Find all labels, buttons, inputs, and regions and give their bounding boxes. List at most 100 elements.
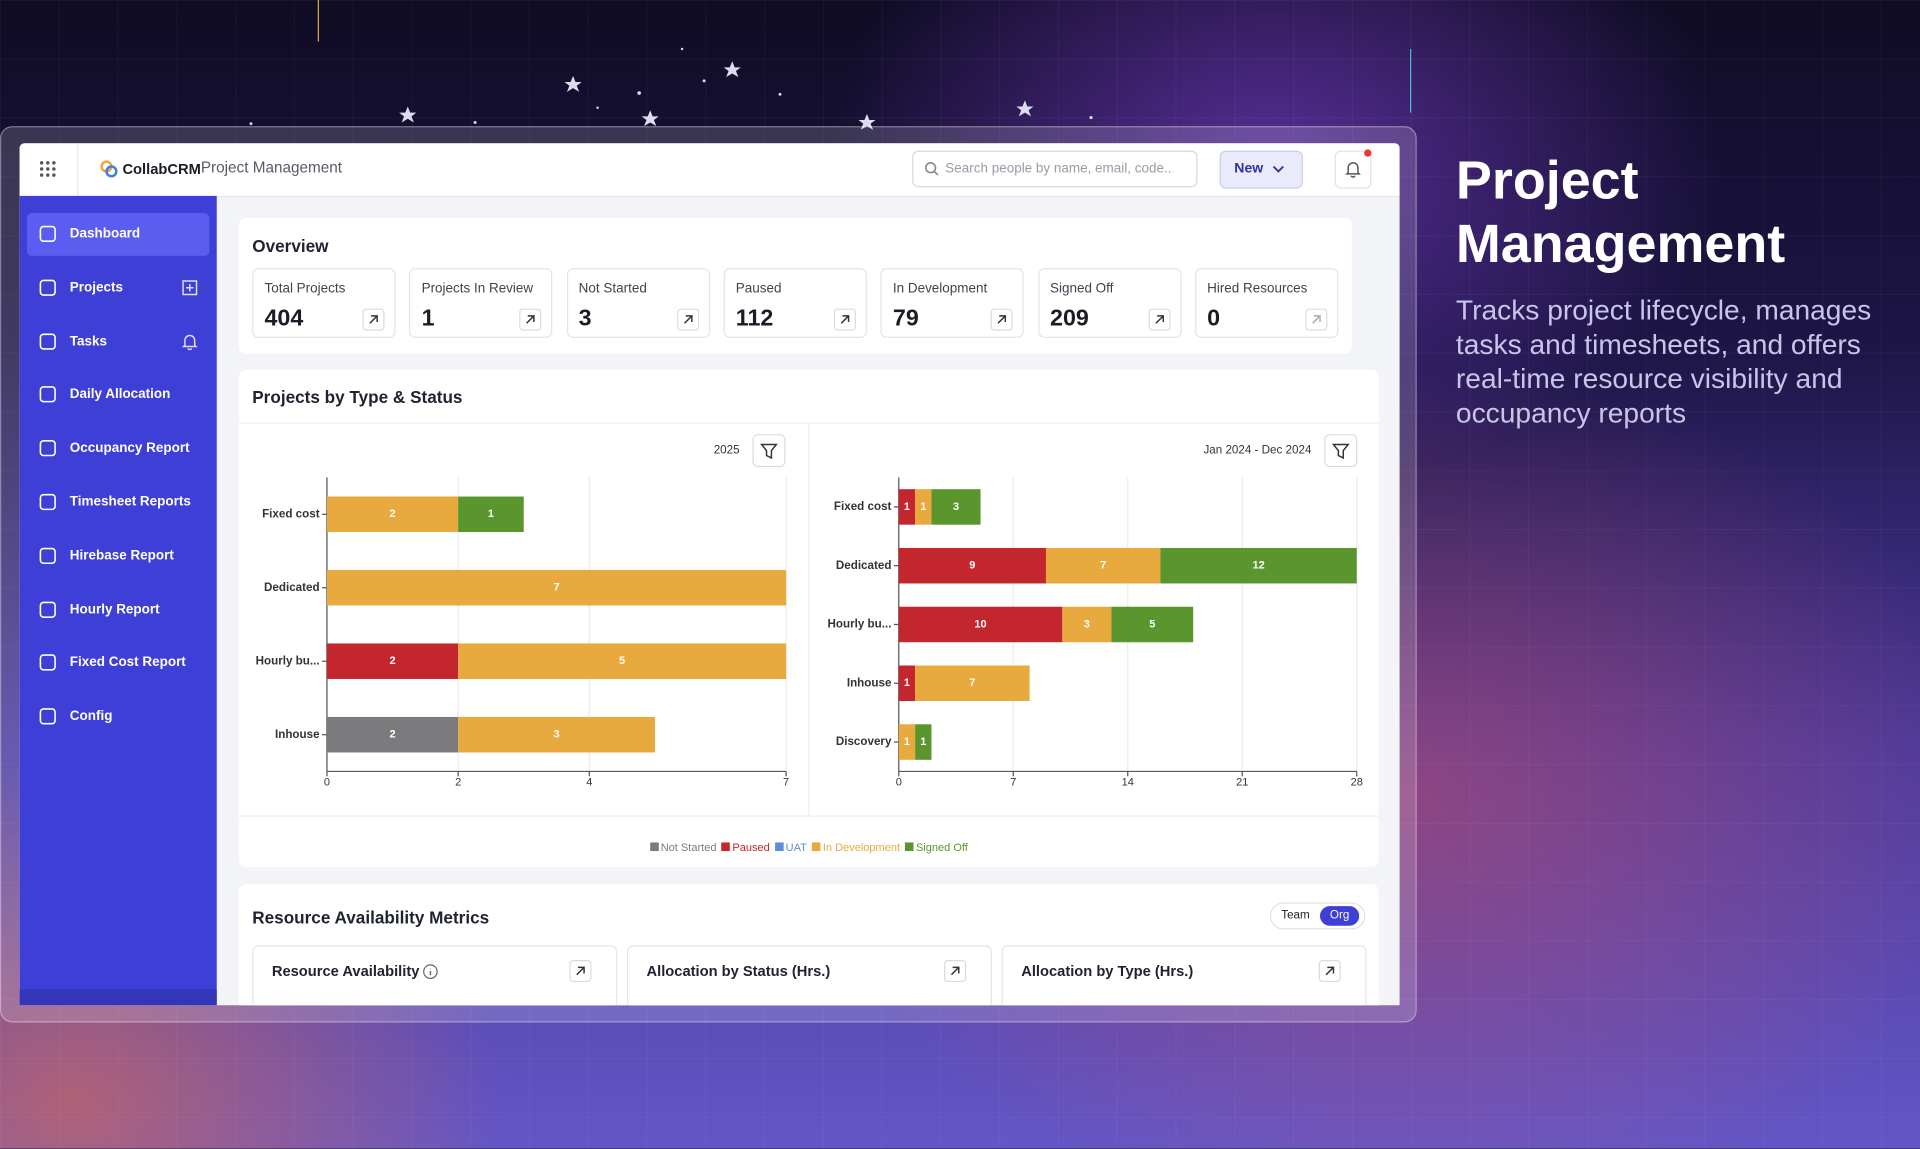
data-label: 3 <box>953 501 959 513</box>
bar-segment <box>1160 547 1357 584</box>
divider <box>238 422 1379 424</box>
arrow-icon <box>1325 966 1335 976</box>
nav-label: Timesheet Reports <box>69 494 191 510</box>
arrow-icon <box>840 315 850 324</box>
nav-item[interactable]: Occupancy Report <box>27 428 209 471</box>
nav-item[interactable]: Timesheet Reports <box>27 481 209 524</box>
nav-label: Projects <box>69 280 123 295</box>
kpi-label: In Development <box>892 281 988 297</box>
arrow <box>526 315 535 324</box>
new-button[interactable]: New <box>1219 150 1303 189</box>
y-tick-label: Fixed cost <box>262 507 320 520</box>
nav-item[interactable]: Tasks <box>27 320 209 363</box>
data-label: 1 <box>904 736 910 748</box>
open-button[interactable] <box>833 308 856 331</box>
notifications[interactable] <box>1334 149 1372 189</box>
arrow-icon <box>369 315 378 324</box>
data-label: 7 <box>1100 560 1106 572</box>
arrow-icon <box>950 966 960 976</box>
search-box[interactable]: Search people by name, email, code.. <box>912 150 1198 188</box>
bar-segment <box>1045 547 1161 584</box>
nav-item[interactable]: Daily Allocation <box>27 374 209 417</box>
arrow <box>1311 315 1321 324</box>
x-tick-label: 0 <box>324 776 330 788</box>
resource-card: Resource Availability Metrics Team Org Re… <box>238 884 1379 1006</box>
legend-item[interactable]: Not Started <box>649 841 716 853</box>
arrow <box>576 966 585 976</box>
nav-item[interactable]: Hirebase Report <box>27 535 209 578</box>
open-button[interactable] <box>362 308 385 331</box>
y-tick-label: Discovery <box>836 735 892 748</box>
bell-icon <box>1345 162 1361 178</box>
data-label: 2 <box>389 508 395 520</box>
legend-swatch <box>649 842 659 852</box>
kpi-value: 1 <box>421 306 435 332</box>
chevron <box>1272 165 1284 173</box>
nav-item[interactable]: Projects <box>27 267 209 310</box>
nav-item[interactable]: Dashboard <box>26 213 210 256</box>
x-tick-label: 0 <box>896 776 902 788</box>
bell-icon[interactable] <box>181 333 198 350</box>
icon-shape <box>181 334 198 350</box>
open-button[interactable] <box>990 308 1013 331</box>
data-label: 1 <box>904 501 910 513</box>
arrow-icon <box>683 315 693 324</box>
kpi-value: 112 <box>735 306 774 332</box>
bar-segment <box>458 496 524 533</box>
x-tick-label: 7 <box>1010 776 1016 788</box>
open-button[interactable] <box>1305 308 1328 331</box>
kpi-label: Projects In Review <box>421 281 534 297</box>
open-button[interactable] <box>1147 308 1170 331</box>
button-frame <box>1324 434 1358 468</box>
kpi-card: Not Started 3 <box>566 268 710 338</box>
toggle-option[interactable]: Org <box>1320 906 1360 926</box>
nav-icon <box>39 708 56 725</box>
legend-item[interactable]: In Development <box>811 841 900 853</box>
nav-item[interactable]: Config <box>27 696 209 739</box>
icon-shape <box>39 440 56 457</box>
legend-item[interactable]: Paused <box>721 840 770 853</box>
legend-item[interactable]: UAT <box>774 840 807 853</box>
toggle-option[interactable]: Team <box>1281 908 1310 923</box>
x-tick-label: 14 <box>1122 776 1134 788</box>
y-tick-label: Inhouse <box>275 728 320 741</box>
kpi-label: Signed Off <box>1050 281 1114 297</box>
bar-segment <box>915 489 932 525</box>
arrow-icon <box>576 966 585 976</box>
legend-label: Paused <box>732 840 770 853</box>
bar-segment <box>898 489 916 525</box>
open-button[interactable] <box>1318 960 1341 983</box>
filter-button[interactable] <box>752 434 786 468</box>
nav-label: Tasks <box>69 333 107 349</box>
icon-shape <box>423 964 438 979</box>
legend-label: UAT <box>785 840 807 853</box>
open-button[interactable] <box>519 308 542 331</box>
bar-segment <box>326 643 459 679</box>
projects-card: Projects by Type & Status Not Started Pau… <box>238 369 1379 867</box>
add-icon[interactable] <box>181 279 198 296</box>
open-button[interactable] <box>944 960 967 983</box>
kpi-card: In Development 79 <box>880 268 1024 338</box>
nav-label: Dashboard <box>69 226 141 242</box>
nav-icon <box>39 547 56 564</box>
legend-item[interactable]: Signed Off <box>904 841 968 853</box>
x-tick-label: 4 <box>586 776 592 788</box>
arrow <box>997 315 1007 324</box>
nav-icon <box>39 654 56 672</box>
data-label: 5 <box>619 655 625 667</box>
kpi-card: Signed Off 209 <box>1037 268 1182 338</box>
bar-segment <box>1111 606 1194 643</box>
kpi-label: Total Projects <box>264 281 346 297</box>
apps-icon[interactable] <box>39 160 56 177</box>
bar-segment <box>898 665 916 702</box>
open-button[interactable] <box>569 960 592 983</box>
filter-button[interactable] <box>1324 434 1358 468</box>
legend: Not Started Paused UAT In Development Signed… <box>239 835 1379 857</box>
open-button[interactable] <box>676 308 699 331</box>
bar-segment <box>898 547 1046 584</box>
nav-item[interactable]: Hourly Report <box>27 588 209 631</box>
arrow <box>1154 315 1164 324</box>
arrow <box>840 315 850 324</box>
nav-item[interactable]: Fixed Cost Report <box>27 642 209 685</box>
